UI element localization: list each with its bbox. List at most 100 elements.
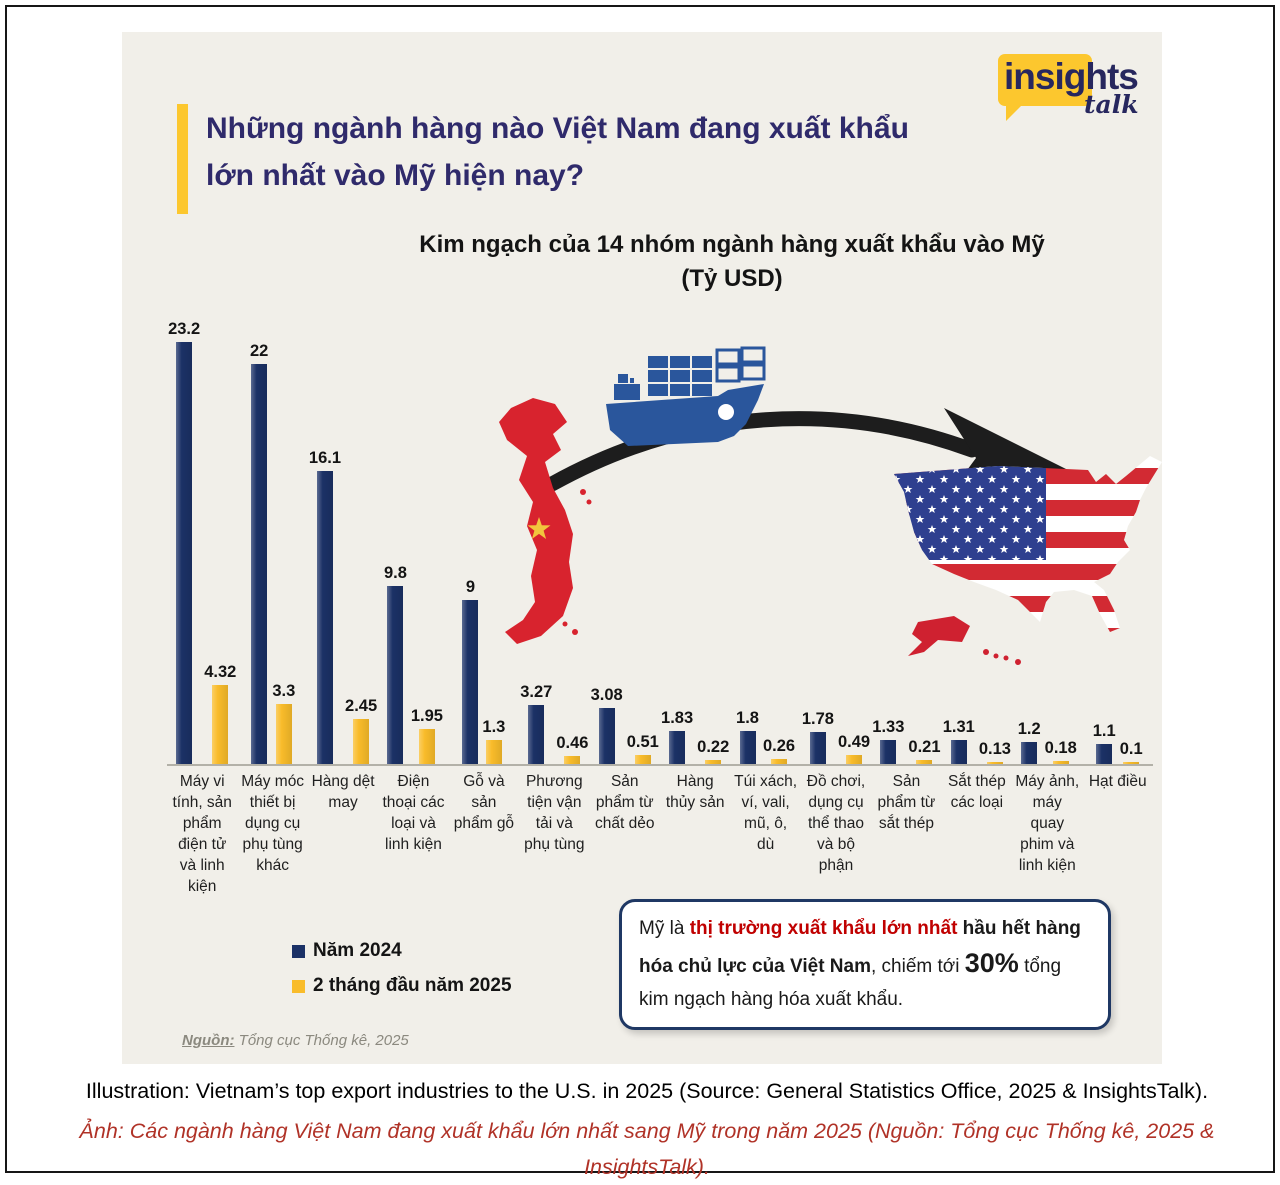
chart-column: 23.2 4.32 — [167, 312, 237, 764]
bar-2-thang-2025 — [634, 754, 651, 764]
bar-nam-2024 — [1096, 743, 1113, 764]
category-label: Máy móc thiết bị dụng cụ phụ tùng khác — [241, 773, 305, 874]
category-label: Sản phẩm từ chất dẻo — [595, 773, 655, 832]
bar-2-thang-2025 — [986, 761, 1003, 764]
page-title-line1: Những ngành hàng nào Việt Nam đang xuất … — [206, 112, 909, 145]
bar-nam-2024 — [669, 730, 686, 764]
chart-column: 16.1 2.45 — [308, 312, 378, 764]
chart-column: 1.8 0.26 — [730, 312, 800, 764]
chart-column: 1.31 0.13 — [942, 312, 1012, 764]
bar-2-thang-2025 — [212, 685, 229, 764]
vietnam-map-icon — [499, 398, 592, 644]
bar-value-label: 9.8 — [383, 563, 407, 582]
category-label: Sản phẩm từ sắt thép — [877, 773, 936, 832]
source-note: Nguồn: Tổng cục Thống kê, 2025 — [182, 1032, 409, 1049]
bar-value-label: 1.31 — [942, 718, 975, 737]
callout-mid: , chiếm tới — [870, 956, 965, 978]
chart-column: 1.33 0.21 — [871, 312, 941, 764]
source-text: Tổng cục Thống kê, 2025 — [238, 1032, 409, 1049]
legend-label-2024: Năm 2024 — [313, 940, 402, 961]
bar-value-label: 0.26 — [762, 737, 796, 756]
bar-nam-2024 — [528, 704, 545, 764]
bar-value-label: 1.3 — [482, 718, 506, 737]
callout-box: Mỹ là thị trường xuất khẩu lớn nhất hầu … — [619, 899, 1111, 1030]
chart-column: 3.27 0.46 — [519, 312, 589, 764]
bar-2-thang-2025 — [275, 703, 292, 764]
bar-nam-2024 — [462, 600, 479, 764]
category-label: Hạt điều — [1088, 773, 1147, 790]
callout-bold: hầu hết hàng hóa chủ lực của Việt Nam — [639, 918, 1081, 978]
us-map-icon — [894, 456, 1162, 665]
bar-2-thang-2025 — [916, 760, 933, 764]
title-accent-bar — [177, 104, 188, 214]
legend-label-2025: 2 tháng đầu năm 2025 — [313, 975, 512, 996]
bar-2-thang-2025 — [705, 760, 722, 764]
page-title: Những ngành hàng nào Việt Nam đang xuất … — [206, 106, 1086, 199]
logo-text-sub: talk — [1084, 90, 1139, 119]
callout-prefix: Mỹ là — [639, 918, 690, 939]
chart-category-labels: Máy vi tính, sản phẩm điện tử và linh ki… — [167, 772, 1153, 898]
bar-nam-2024 — [809, 731, 826, 764]
cargo-ship-icon — [606, 346, 766, 446]
bar-2-thang-2025 — [418, 728, 435, 764]
infographic-panel: insights talk Những ngành hàng nào Việt … — [122, 32, 1162, 1064]
chart-column: 1.83 0.22 — [660, 312, 730, 764]
source-label: Nguồn: — [182, 1032, 235, 1049]
caption-block: Illustration: Vietnam’s top export indus… — [37, 1073, 1257, 1185]
category-label: Túi xách, ví, vali, mũ, ô, dù — [734, 773, 798, 853]
screenshot-frame: insights talk Những ngành hàng nào Việt … — [5, 5, 1275, 1179]
bar-2-thang-2025 — [1052, 760, 1069, 764]
bar-value-label: 0.18 — [1044, 738, 1077, 757]
bar-value-label: 1.33 — [872, 717, 905, 736]
bar-value-label: 0.49 — [838, 733, 871, 752]
bar-2-thang-2025 — [353, 719, 370, 764]
chart-column: 22 3.3 — [237, 312, 307, 764]
bar-value-label: 1.8 — [736, 709, 759, 728]
bar-value-label: 16.1 — [308, 448, 342, 467]
bar-value-label: 0.13 — [978, 739, 1011, 758]
bar-value-label: 1.2 — [1017, 720, 1041, 739]
bar-value-label: 0.51 — [626, 732, 659, 751]
chart-bars: 23.2 4.32 22 3.3 16.1 2.45 9.8 1.95 9 1.3 3.27 0.46… — [167, 312, 1153, 766]
bar-chart: 23.2 4.32 22 3.3 16.1 2.45 9.8 1.95 9 1.3 3.27 0.46… — [167, 312, 1153, 898]
bar-value-label: 3.08 — [590, 685, 623, 704]
insights-talk-logo: insights talk — [992, 46, 1152, 130]
bar-nam-2024 — [598, 707, 615, 764]
chart-column: 9 1.3 — [449, 312, 519, 764]
bar-nam-2024 — [316, 470, 333, 764]
callout-suffix: tổng kim ngạch hàng hóa xuất khẩu. — [639, 956, 1062, 1011]
bar-value-label: 0.1 — [1119, 740, 1143, 758]
legend-swatch-2025-icon — [292, 979, 305, 993]
bar-value-label: 2.45 — [345, 697, 378, 716]
bar-value-label: 1.78 — [801, 709, 834, 728]
chart-unit-label: (Tỷ USD) — [681, 264, 783, 292]
bar-2-thang-2025 — [846, 755, 863, 764]
category-label: Phương tiện vận tải và phụ tùng — [524, 773, 585, 853]
bar-nam-2024 — [251, 363, 268, 764]
category-label: Đồ chơi, dụng cụ thể thao và bộ phận — [806, 773, 866, 874]
bar-nam-2024 — [880, 739, 897, 764]
bar-2-thang-2025 — [1123, 762, 1140, 764]
chart-column: 9.8 1.95 — [378, 312, 448, 764]
bar-value-label: 0.21 — [908, 738, 941, 757]
bar-value-label: 3.27 — [520, 682, 553, 701]
bar-value-label: 0.46 — [556, 733, 589, 752]
chart-title-block: Kim ngạch của 14 nhóm ngành hàng xuất kh… — [262, 228, 1202, 295]
chart-column: 1.1 0.1 — [1082, 312, 1152, 764]
logo-text-main: insights — [1004, 56, 1139, 97]
bar-value-label: 1.1 — [1092, 721, 1116, 740]
legend-item-2024: Năm 2024 — [292, 940, 512, 962]
bar-value-label: 23.2 — [168, 319, 201, 338]
chart-column: 1.2 0.18 — [1012, 312, 1082, 764]
callout-stat: 30% — [964, 948, 1019, 979]
category-label: Hàng thủy sản — [665, 773, 725, 811]
vietnam-star-icon — [527, 517, 551, 539]
speech-bubble-icon — [998, 54, 1092, 121]
category-label: Máy ảnh, máy quay phim và linh kiện — [1015, 773, 1080, 874]
caption-vietnamese: Ảnh: Các ngành hàng Việt Nam đang xuất k… — [79, 1119, 1215, 1180]
bar-value-label: 22 — [249, 341, 269, 360]
category-label: Hàng dệt may — [311, 773, 375, 811]
bar-nam-2024 — [739, 731, 756, 764]
category-label: Gỗ và sản phẩm gỗ — [453, 773, 515, 832]
category-label: Sắt thép các loại — [947, 773, 1006, 811]
